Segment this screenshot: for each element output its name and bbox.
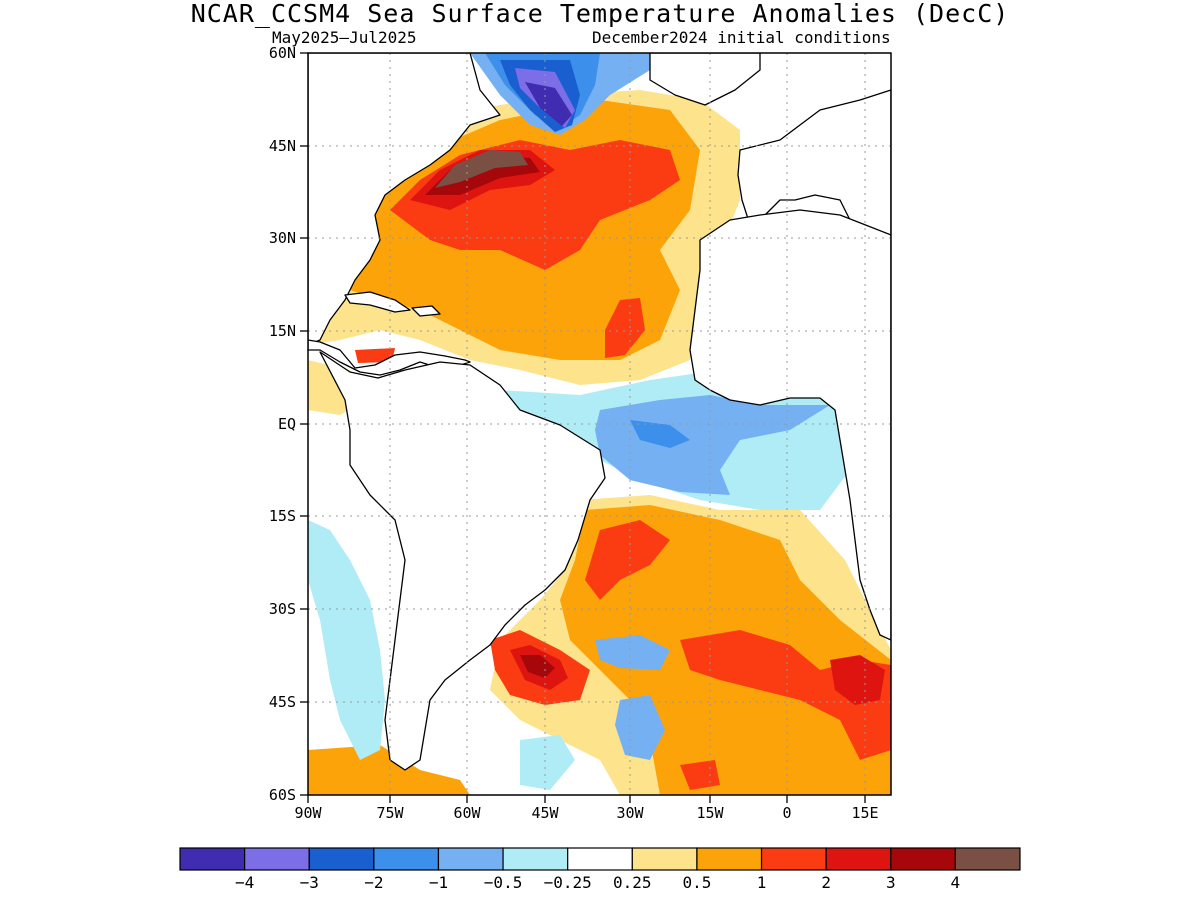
colorbar-swatch	[890, 847, 956, 871]
colorbar-swatch	[825, 847, 892, 871]
lat-label: 15N	[268, 322, 296, 340]
lat-label: 45N	[268, 137, 296, 155]
lat-label: 30N	[268, 229, 296, 247]
lat-label: 30S	[268, 600, 296, 618]
lat-label: 60S	[268, 786, 296, 804]
colorbar-swatch	[631, 847, 698, 871]
cape-dark-red	[830, 655, 885, 705]
subtropic-red-patch	[605, 298, 645, 358]
north-america-land	[308, 53, 501, 346]
colorbar-swatch	[437, 847, 504, 871]
colorbar-swatch	[373, 847, 440, 871]
equatorial-cold-deep	[630, 420, 690, 448]
lat-label: EQ	[277, 415, 296, 433]
colorbar-swatch	[308, 847, 375, 871]
lat-label: 45S	[268, 693, 296, 711]
labrador-cold-indigo	[525, 82, 572, 126]
cuba-land	[344, 291, 411, 313]
colorbar-label: 3	[885, 873, 896, 892]
initial-conditions: December2024 initial conditions	[592, 28, 891, 47]
africa-land	[689, 209, 891, 641]
west-coast-sa-cold	[308, 520, 385, 760]
north-atlantic-warm-brown	[435, 150, 528, 188]
lon-label: 90W	[294, 804, 322, 822]
lon-label: 60W	[453, 804, 481, 822]
colorbar-label: 4	[950, 873, 961, 892]
colorbar-swatch	[954, 847, 1021, 871]
south-atlantic-cold-patch-2	[595, 635, 670, 670]
forecast-period: May2025–Jul2025	[272, 28, 417, 47]
map-title: NCAR_CCSM4 Sea Surface Temperature Anoma…	[190, 0, 1010, 28]
lon-label: 0	[782, 804, 792, 822]
south-america-land	[319, 351, 606, 771]
lat-label: 15S	[268, 507, 296, 525]
equatorial-cold-mid	[595, 395, 830, 495]
south-atlantic-warm-red-2	[585, 520, 670, 600]
lon-label: 75W	[376, 804, 404, 822]
colorbar-swatch	[567, 847, 633, 871]
south-atlantic-cold-patch-3	[520, 735, 575, 790]
colorbar-label: −0.25	[543, 873, 592, 892]
lon-label: 45W	[531, 804, 559, 822]
tick-marks	[300, 52, 866, 803]
colorbar-label: 0.25	[613, 873, 652, 892]
colorbar-swatch	[502, 847, 569, 871]
colorbar-swatch	[179, 847, 246, 871]
colorbar	[179, 847, 1021, 871]
land-masses	[308, 53, 891, 771]
hispaniola-land	[411, 305, 441, 317]
greenland-land	[649, 53, 761, 106]
lon-label: 15E	[851, 804, 879, 822]
colorbar-swatch	[696, 847, 763, 871]
lon-label: 15W	[696, 804, 724, 822]
colorbar-label: −4	[234, 873, 255, 892]
caribbean-red-patch	[355, 348, 395, 363]
south-warm-sw	[308, 745, 470, 795]
colorbar-swatch	[760, 847, 827, 871]
colorbar-label: 2	[821, 873, 831, 892]
colorbar-label: −2	[364, 873, 384, 892]
colorbar-label: −1	[428, 873, 449, 892]
colorbar-label: 1	[756, 873, 767, 892]
lat-label: 60N	[268, 44, 296, 62]
central-america-land	[308, 339, 471, 376]
brazil-malvinas-crimson	[520, 655, 555, 678]
colorbar-label: −0.5	[483, 873, 523, 892]
lon-label: 30W	[616, 804, 644, 822]
colorbar-label: −3	[299, 873, 319, 892]
colorbar-swatch	[244, 847, 310, 871]
south-atlantic-cold-patch	[615, 695, 665, 760]
gridlines	[308, 53, 891, 795]
colorbar-label: 0.5	[682, 873, 712, 892]
south-atlantic-warm-red	[680, 630, 891, 760]
